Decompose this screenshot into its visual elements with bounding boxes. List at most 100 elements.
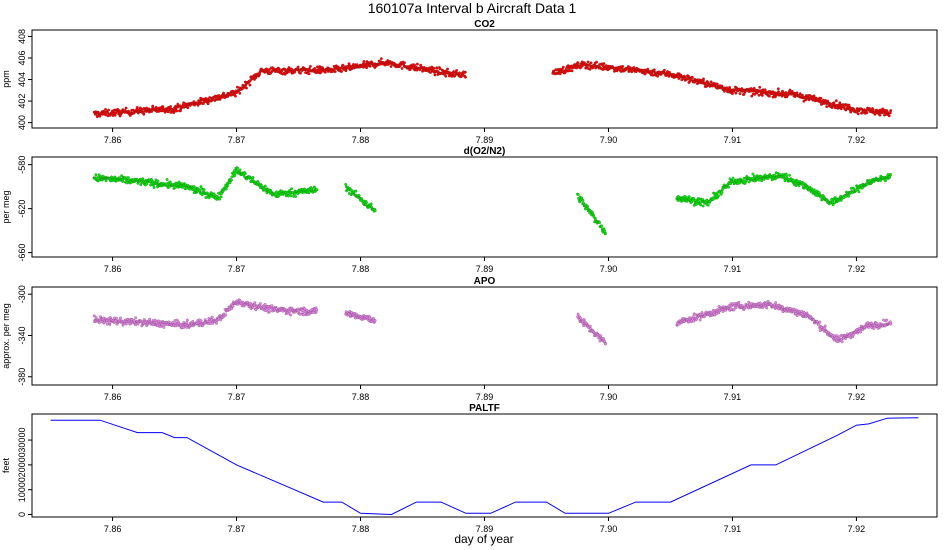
data-point bbox=[773, 173, 777, 177]
data-point bbox=[186, 106, 190, 110]
data-point bbox=[818, 320, 822, 324]
data-point bbox=[837, 335, 841, 338]
y-tick-label: -340 bbox=[17, 326, 27, 344]
plot-frame bbox=[31, 29, 938, 129]
x-tick-label: 7.86 bbox=[104, 264, 122, 274]
data-point bbox=[238, 168, 242, 172]
data-point bbox=[834, 99, 838, 103]
data-point bbox=[106, 111, 109, 115]
data-point bbox=[238, 91, 242, 95]
data-point bbox=[738, 92, 742, 96]
y-tick-label: -660 bbox=[17, 244, 27, 262]
panel-0: CO2 ppm 7.86 7.87 7.88 7.89 7.90 7.91 7.92 400 402… bbox=[1, 19, 938, 145]
data-point bbox=[196, 103, 200, 107]
data-point bbox=[602, 337, 605, 341]
data-point bbox=[463, 70, 467, 74]
y-tick-label: 30000 bbox=[17, 428, 27, 453]
data-point bbox=[581, 198, 585, 202]
x-tick-label: 7.90 bbox=[600, 392, 618, 402]
data-point bbox=[819, 96, 823, 100]
data-point bbox=[865, 111, 869, 115]
x-tick-label: 7.92 bbox=[848, 392, 866, 402]
data-point bbox=[94, 316, 98, 319]
plot-frame bbox=[31, 413, 938, 518]
data-point bbox=[798, 92, 802, 96]
data-point bbox=[709, 80, 713, 84]
data-point bbox=[858, 330, 862, 334]
data-point bbox=[687, 195, 691, 199]
data-point bbox=[879, 179, 883, 182]
data-point bbox=[259, 183, 263, 187]
data-point bbox=[812, 188, 816, 192]
data-point bbox=[796, 179, 799, 183]
data-point bbox=[432, 66, 436, 70]
data-point bbox=[747, 180, 751, 184]
data-point bbox=[751, 172, 755, 176]
data-point bbox=[604, 342, 607, 346]
data-point bbox=[251, 175, 255, 179]
data-point bbox=[362, 59, 366, 63]
data-point bbox=[576, 61, 580, 65]
data-point bbox=[602, 62, 606, 66]
data-point bbox=[588, 67, 592, 71]
data-point bbox=[236, 166, 240, 170]
data-point bbox=[418, 68, 422, 72]
data-point bbox=[263, 184, 267, 188]
panel-2: APO approx. per meg 7.86 7.87 7.88 7.89 7.90 7.… bbox=[1, 276, 938, 402]
data-point bbox=[802, 99, 806, 103]
data-point bbox=[289, 313, 293, 317]
data-point bbox=[832, 101, 836, 105]
data-point bbox=[777, 90, 780, 94]
data-point bbox=[852, 187, 856, 191]
data-point bbox=[270, 304, 274, 308]
data-point bbox=[831, 203, 835, 207]
data-point bbox=[148, 317, 152, 321]
y-tick-label: 20000 bbox=[17, 452, 27, 477]
x-tick-label: 7.87 bbox=[228, 135, 246, 145]
y-tick-label: 402 bbox=[17, 94, 27, 109]
x-tick-label: 7.91 bbox=[724, 524, 742, 534]
y-tick-label: -580 bbox=[17, 156, 27, 174]
data-point bbox=[305, 308, 309, 312]
data-point bbox=[150, 110, 154, 113]
y-tick-label: 0 bbox=[17, 512, 27, 517]
data-point bbox=[219, 195, 223, 199]
data-point bbox=[883, 179, 887, 183]
data-point bbox=[415, 62, 419, 66]
data-point bbox=[403, 61, 406, 65]
data-point bbox=[860, 186, 864, 190]
data-point bbox=[373, 319, 377, 323]
data-point bbox=[695, 202, 699, 206]
data-point bbox=[776, 87, 780, 91]
data-point bbox=[871, 108, 875, 112]
data-point bbox=[107, 108, 111, 112]
data-point bbox=[280, 189, 284, 193]
data-point bbox=[267, 68, 271, 72]
data-point bbox=[730, 92, 734, 96]
x-tick-label: 7.91 bbox=[724, 264, 742, 274]
data-point bbox=[767, 94, 771, 98]
data-point bbox=[344, 182, 348, 186]
series-line bbox=[50, 417, 919, 516]
data-point bbox=[693, 312, 697, 316]
data-point bbox=[706, 203, 710, 207]
x-tick-label: 7.88 bbox=[352, 524, 370, 534]
data-point bbox=[717, 194, 720, 198]
y-tick-label: 404 bbox=[17, 72, 27, 87]
y-tick-label: 406 bbox=[17, 50, 27, 65]
data-point bbox=[192, 100, 196, 104]
data-point bbox=[248, 83, 252, 87]
data-point bbox=[389, 65, 393, 68]
plot-frame bbox=[31, 286, 938, 386]
data-point bbox=[340, 69, 343, 73]
x-tick-label: 7.89 bbox=[476, 524, 494, 534]
x-tick-label: 7.90 bbox=[600, 264, 618, 274]
data-point bbox=[182, 325, 186, 329]
panel-title: PALTF bbox=[469, 403, 500, 414]
data-point bbox=[124, 106, 128, 110]
plot-frame bbox=[31, 156, 938, 258]
data-point bbox=[763, 88, 767, 92]
data-point bbox=[344, 69, 348, 73]
data-point bbox=[868, 107, 872, 110]
data-point bbox=[458, 71, 461, 75]
